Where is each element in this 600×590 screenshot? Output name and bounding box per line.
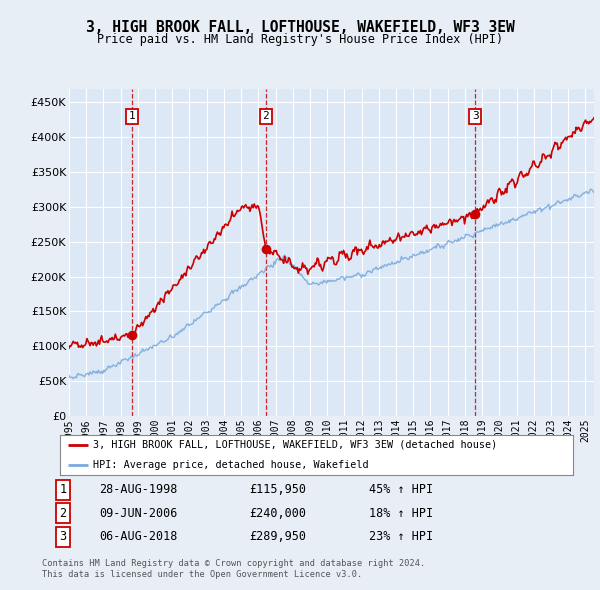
Text: 2: 2 — [59, 507, 67, 520]
Text: 23% ↑ HPI: 23% ↑ HPI — [369, 530, 433, 543]
Text: HPI: Average price, detached house, Wakefield: HPI: Average price, detached house, Wake… — [94, 460, 369, 470]
Text: 06-AUG-2018: 06-AUG-2018 — [99, 530, 178, 543]
Text: 28-AUG-1998: 28-AUG-1998 — [99, 483, 178, 496]
Text: £240,000: £240,000 — [249, 507, 306, 520]
Text: £289,950: £289,950 — [249, 530, 306, 543]
Text: 3: 3 — [472, 112, 479, 122]
Text: Contains HM Land Registry data © Crown copyright and database right 2024.: Contains HM Land Registry data © Crown c… — [42, 559, 425, 568]
Text: 18% ↑ HPI: 18% ↑ HPI — [369, 507, 433, 520]
Text: £115,950: £115,950 — [249, 483, 306, 496]
Text: 1: 1 — [128, 112, 135, 122]
Text: 45% ↑ HPI: 45% ↑ HPI — [369, 483, 433, 496]
Text: 3, HIGH BROOK FALL, LOFTHOUSE, WAKEFIELD, WF3 3EW (detached house): 3, HIGH BROOK FALL, LOFTHOUSE, WAKEFIELD… — [94, 440, 497, 450]
Text: 2: 2 — [263, 112, 269, 122]
Text: 09-JUN-2006: 09-JUN-2006 — [99, 507, 178, 520]
Text: 1: 1 — [59, 483, 67, 496]
Text: This data is licensed under the Open Government Licence v3.0.: This data is licensed under the Open Gov… — [42, 571, 362, 579]
Text: 3, HIGH BROOK FALL, LOFTHOUSE, WAKEFIELD, WF3 3EW: 3, HIGH BROOK FALL, LOFTHOUSE, WAKEFIELD… — [86, 20, 514, 35]
Text: Price paid vs. HM Land Registry's House Price Index (HPI): Price paid vs. HM Land Registry's House … — [97, 33, 503, 46]
Text: 3: 3 — [59, 530, 67, 543]
